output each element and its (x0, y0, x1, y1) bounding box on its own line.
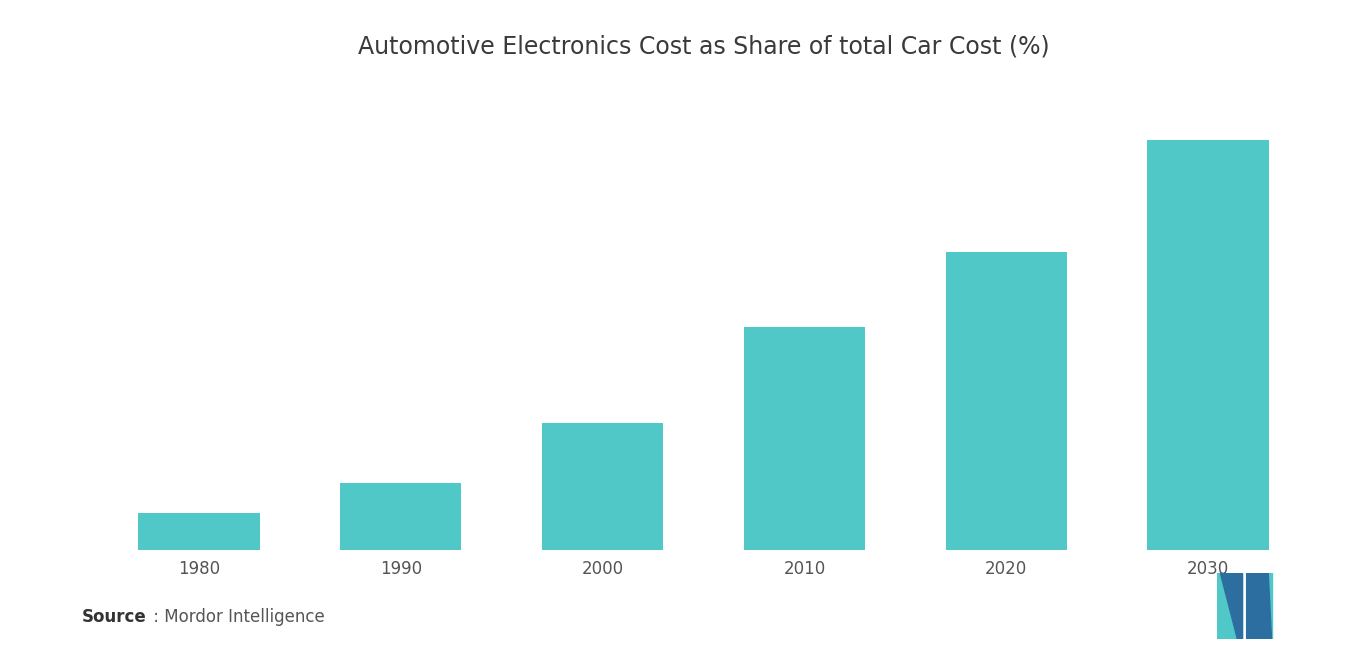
Text: : Mordor Intelligence: : Mordor Intelligence (148, 608, 324, 626)
Bar (138, 513, 260, 550)
Bar (542, 423, 663, 550)
Polygon shape (1220, 573, 1242, 639)
Text: Source: Source (82, 608, 146, 626)
Bar (1147, 140, 1269, 550)
Bar (744, 326, 865, 550)
Bar (945, 252, 1067, 550)
Title: Automotive Electronics Cost as Share of total Car Cost (%): Automotive Electronics Cost as Share of … (358, 35, 1049, 58)
Polygon shape (1217, 573, 1242, 639)
Polygon shape (1247, 573, 1272, 639)
Polygon shape (1247, 573, 1272, 639)
Bar (340, 483, 462, 550)
